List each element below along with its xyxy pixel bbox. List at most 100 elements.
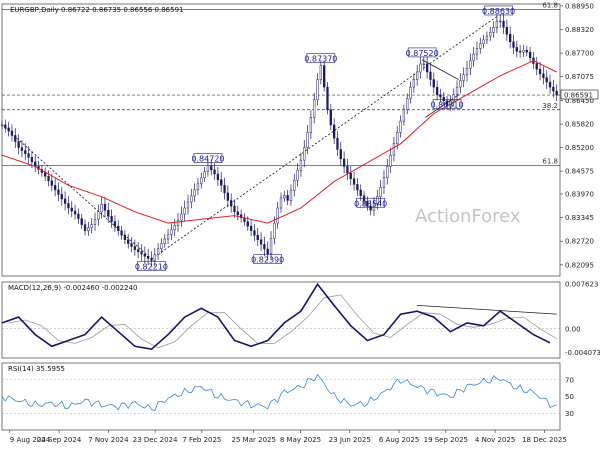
candle-body: [7, 127, 10, 132]
candle-body: [356, 184, 359, 191]
candle-body: [146, 256, 150, 259]
candle-body: [110, 216, 113, 222]
candle-body: [299, 159, 303, 171]
rsi-line: [1, 373, 557, 412]
candle-body: [283, 195, 286, 199]
candle-body: [439, 94, 442, 98]
candle-body: [263, 244, 266, 250]
candle-body: [30, 157, 34, 163]
candle-body: [186, 201, 190, 209]
candle-body: [44, 172, 47, 177]
fib-label-0: 61.8: [542, 2, 558, 10]
candle-body: [406, 98, 409, 111]
candle-body: [389, 154, 392, 167]
candle-body: [359, 189, 362, 196]
candle-body: [339, 149, 342, 160]
candle-body: [518, 50, 522, 53]
candle-body: [465, 67, 469, 76]
rsi-tick-label-1: 50: [565, 393, 574, 401]
candle-body: [329, 109, 332, 126]
candle-body: [156, 248, 160, 255]
date-tick-label-7: 23 Jun 2025: [329, 436, 371, 444]
candle-body: [120, 230, 123, 236]
annotation-box-7: [137, 261, 166, 271]
price-annotation-1: 0.87520: [406, 49, 439, 58]
candle-body: [392, 143, 396, 156]
candle-body: [535, 63, 538, 70]
price-tick-label-2: 0.87700: [565, 50, 594, 58]
macd-tick-label-1: 0.00: [565, 325, 581, 333]
candle-body: [193, 189, 196, 197]
candle-body: [382, 177, 386, 188]
candle-body: [366, 201, 369, 207]
candle-body: [509, 33, 512, 43]
candle-body: [286, 195, 289, 201]
price-annotation-0: 0.88630: [482, 7, 515, 16]
candle-body: [452, 94, 455, 102]
candle-body: [309, 117, 313, 133]
candle-body: [163, 238, 166, 244]
date-tick-label-2: 7 Nov 2024: [88, 436, 129, 444]
candle-body: [77, 213, 80, 219]
candle-body: [376, 196, 379, 204]
price-tick-label-7: 0.84575: [565, 168, 594, 176]
candle-body: [512, 41, 515, 48]
date-tick-label-8: 6 Aug 2025: [379, 436, 419, 444]
date-tick-label-6: 8 May 2025: [280, 436, 321, 444]
candle-body: [319, 65, 323, 80]
candle-body: [485, 35, 489, 41]
rsi-tick-label-0: 70: [565, 376, 574, 384]
candle-body: [499, 20, 502, 23]
candle-body: [528, 51, 532, 59]
candle-body: [203, 171, 206, 179]
candle-body: [190, 195, 193, 203]
symbol-header: EURGBP,Daily 0.86722 0.86735 0.86556 0.8…: [10, 6, 183, 14]
candle-body: [429, 71, 432, 80]
candle-body: [279, 197, 283, 209]
candle-body: [552, 86, 555, 92]
candle-body: [153, 254, 156, 261]
macd-trendline: [417, 304, 557, 315]
candle-body: [419, 63, 422, 73]
candle-body: [117, 225, 120, 231]
candle-body: [223, 185, 226, 194]
date-tick-label-5: 25 Mar 2025: [232, 436, 276, 444]
candle-body: [293, 180, 296, 191]
candle-body: [555, 90, 558, 96]
candle-body: [100, 203, 103, 213]
candle-body: [372, 203, 376, 211]
candle-body: [545, 77, 548, 83]
price-tick-label-8: 0.83970: [565, 191, 594, 199]
candle-body: [130, 243, 133, 247]
candle-body: [492, 27, 495, 33]
candle-body: [425, 63, 429, 73]
candle-body: [14, 135, 17, 142]
annotation-box-2: [306, 53, 336, 63]
candle-body: [73, 210, 77, 215]
price-tick-label-6: 0.85200: [565, 144, 594, 152]
candle-body: [113, 221, 117, 227]
candle-body: [253, 230, 256, 236]
date-tick-label-9: 19 Sep 2025: [424, 436, 468, 444]
candle-body: [442, 96, 445, 102]
candle-body: [469, 60, 472, 69]
candle-body: [256, 234, 259, 240]
candle-body: [200, 177, 203, 185]
current-price-label: 0.86591: [564, 92, 593, 100]
candle-body: [160, 243, 163, 249]
macd-signal-line: [8, 294, 557, 349]
candle-body: [515, 47, 518, 52]
candles: [0, 13, 558, 267]
price-annotation-3: 0.86310: [431, 101, 464, 110]
date-tick-label-0: 9 Aug 2024: [10, 436, 51, 444]
candle-body: [326, 86, 329, 111]
candle-body: [323, 65, 326, 88]
date-tick-label-3: 23 Dec 2024: [133, 436, 178, 444]
triangle-top: [421, 59, 459, 80]
price-annotation-6: 0.82390: [251, 256, 284, 265]
candle-body: [70, 207, 73, 212]
candle-body: [246, 221, 249, 227]
candle-body: [216, 173, 220, 180]
candle-body: [183, 207, 186, 215]
